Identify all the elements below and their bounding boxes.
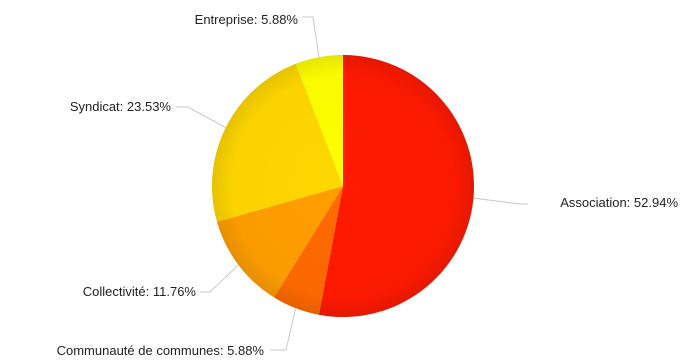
- leader-line: [176, 106, 226, 129]
- slice-label: Collectivité: 11.76%: [83, 284, 197, 299]
- leader-line: [200, 264, 239, 293]
- slice-label: Communauté de communes: 5.88%: [57, 343, 265, 358]
- slice-labels: Association: 52.94% Communauté de commune…: [57, 12, 679, 358]
- pie-shading: [212, 55, 474, 317]
- leader-line: [270, 308, 297, 351]
- leader-line: [302, 16, 320, 58]
- leader-line: [473, 197, 528, 205]
- slice-label: Syndicat: 23.53%: [70, 99, 172, 114]
- pie-slices: [211, 55, 474, 317]
- slice-label: Association: 52.94%: [560, 195, 678, 210]
- slice-label: Entreprise: 5.88%: [195, 12, 299, 27]
- leader-lines: [176, 16, 528, 351]
